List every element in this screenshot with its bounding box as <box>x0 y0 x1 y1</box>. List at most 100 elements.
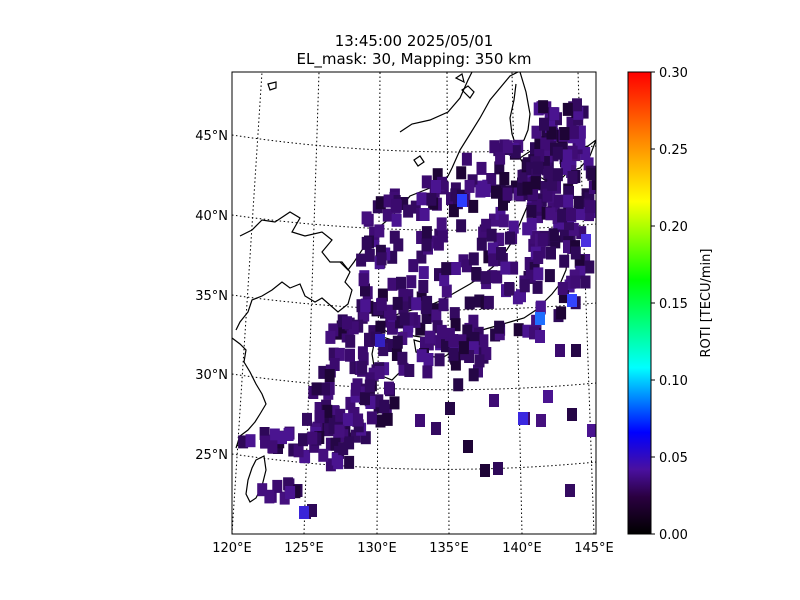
roti-cell <box>531 125 542 139</box>
roti-cell <box>474 294 485 308</box>
roti-cell <box>318 365 329 379</box>
roti-cell <box>528 187 538 201</box>
roti-cell <box>328 323 339 337</box>
roti-cell-high <box>299 506 309 519</box>
roti-cell <box>357 346 368 360</box>
roti-cell <box>468 314 479 328</box>
roti-cell <box>245 434 256 448</box>
roti-cell <box>382 412 393 426</box>
roti-cell <box>307 504 317 517</box>
roti-cell <box>421 175 432 189</box>
roti-cell <box>403 204 414 218</box>
colorbar: 0.00 0.05 0.10 0.15 0.20 0.25 0.30 ROTI … <box>627 66 714 543</box>
roti-cell <box>366 411 377 425</box>
roti-cell <box>547 177 558 191</box>
roti-cell <box>468 341 479 355</box>
roti-cell <box>334 424 345 438</box>
roti-cell <box>416 231 427 244</box>
roti-cell <box>562 149 573 163</box>
roti-cell <box>557 209 568 223</box>
roti-cell <box>436 217 447 231</box>
roti-cell <box>536 414 546 427</box>
roti-cell <box>350 389 361 403</box>
roti-cell <box>559 229 570 243</box>
roti-cell <box>491 185 501 199</box>
roti-cell <box>584 208 594 222</box>
roti-cell <box>360 299 371 313</box>
roti-cell <box>438 298 449 312</box>
roti-cell <box>478 334 489 348</box>
lat-label: 35°N <box>195 289 228 304</box>
roti-cell <box>360 431 371 445</box>
roti-cell <box>285 486 296 499</box>
lat-label: 45°N <box>195 129 228 144</box>
roti-cell <box>510 145 521 159</box>
lat-label: 30°N <box>195 368 228 383</box>
roti-cell <box>398 288 409 302</box>
roti-cell <box>570 275 581 289</box>
roti-cell <box>573 106 584 120</box>
roti-cell <box>364 248 375 262</box>
roti-cell <box>376 297 387 311</box>
longitude-labels: 120°E 125°E 130°E 135°E 140°E 145°E <box>212 541 614 556</box>
lon-label: 130°E <box>357 541 397 556</box>
roti-cell <box>576 226 587 240</box>
roti-cell <box>487 270 498 284</box>
roti-cell <box>559 254 570 268</box>
colorbar-label: ROTI [TECU/min] <box>699 249 714 358</box>
roti-cell <box>566 116 577 130</box>
roti-cell <box>583 157 594 171</box>
roti-cell <box>259 427 270 440</box>
roti-cell <box>532 280 543 294</box>
roti-cell <box>320 382 330 396</box>
roti-cell <box>469 332 480 345</box>
roti-cell <box>342 316 352 330</box>
roti-cell <box>360 283 370 297</box>
roti-cell <box>398 301 409 315</box>
roti-cell <box>416 192 427 206</box>
roti-cell <box>489 140 500 154</box>
roti-cell <box>564 217 574 231</box>
roti-cell <box>526 204 537 218</box>
roti-cell <box>489 213 499 227</box>
roti-cell <box>448 347 459 361</box>
roti-cell <box>471 267 482 280</box>
roti-cell <box>260 435 271 449</box>
roti-cell <box>475 184 486 198</box>
roti-cell <box>574 254 585 268</box>
roti-cell <box>318 448 329 462</box>
roti-cell <box>437 229 448 243</box>
roti-cell <box>494 320 505 334</box>
roti-cell <box>416 291 427 305</box>
roti-cell-high <box>518 412 528 425</box>
roti-cell <box>458 341 469 355</box>
roti-cell <box>325 330 336 344</box>
roti-cell <box>288 443 299 457</box>
roti-cell <box>382 208 393 222</box>
roti-cell <box>578 105 589 119</box>
roti-cell <box>546 246 556 260</box>
roti-cell <box>565 484 575 497</box>
roti-cell <box>421 238 432 252</box>
roti-cell <box>397 351 408 365</box>
roti-cell <box>364 379 375 393</box>
roti-cell <box>562 102 573 116</box>
roti-cell <box>522 324 533 338</box>
roti-cell <box>461 152 472 166</box>
roti-cell <box>538 100 549 114</box>
roti-cell <box>468 368 479 382</box>
roti-cell <box>533 267 544 281</box>
lon-label: 120°E <box>212 541 252 556</box>
roti-cell <box>391 198 401 212</box>
roti-cell <box>359 308 370 322</box>
roti-cell <box>573 195 584 209</box>
roti-cell <box>416 250 427 264</box>
roti-cell <box>449 307 460 321</box>
roti-cell <box>496 247 506 260</box>
roti-cell <box>361 211 372 225</box>
roti-cell <box>309 439 320 453</box>
roti-cell <box>568 125 579 139</box>
roti-cell <box>298 433 308 447</box>
roti-cell <box>563 194 574 208</box>
roti-cell <box>426 192 437 206</box>
